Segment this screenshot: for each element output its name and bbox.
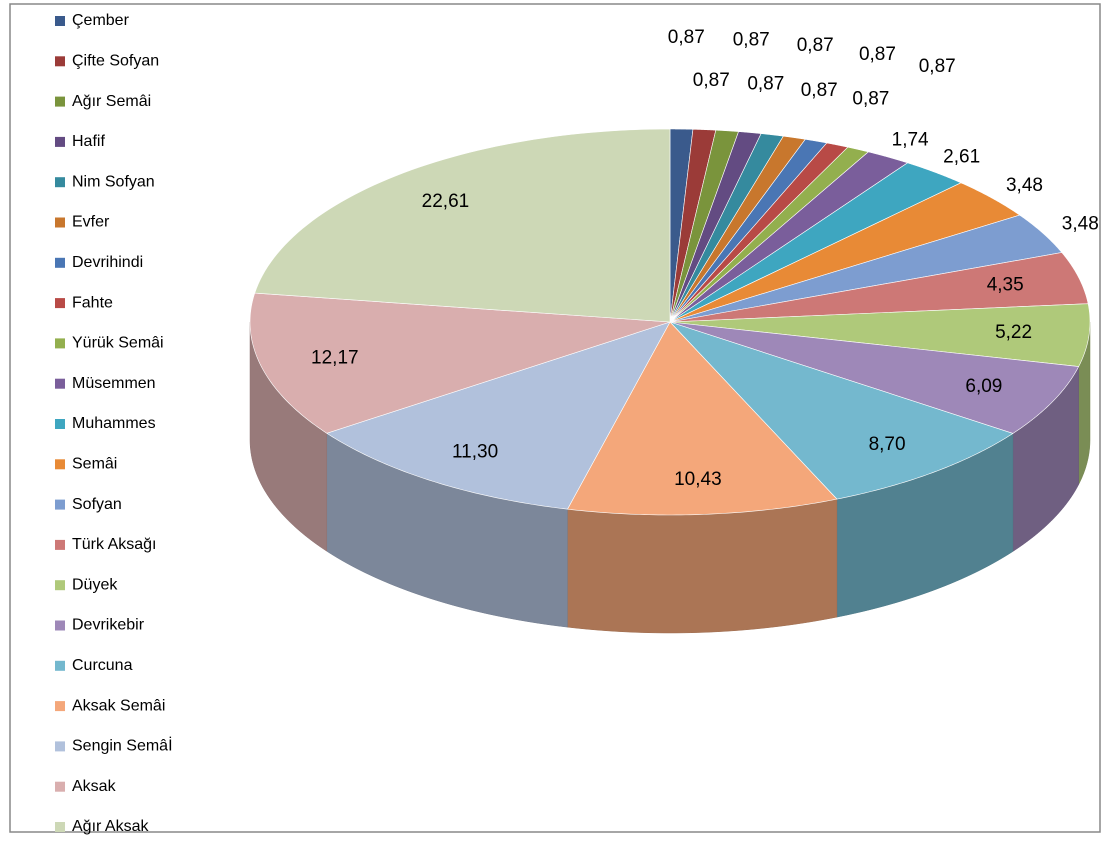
legend-label: Curcuna <box>72 657 133 674</box>
data-label: 4,35 <box>987 275 1024 296</box>
slice <box>669 321 1014 500</box>
slice <box>326 321 671 510</box>
slice <box>669 321 1080 434</box>
slice <box>254 128 671 323</box>
legend-swatch <box>55 660 65 671</box>
legend-label: Fahte <box>72 294 113 311</box>
slice <box>669 162 962 323</box>
data-label: 11,30 <box>452 441 498 462</box>
slice <box>669 151 909 323</box>
pie-tops <box>249 128 1091 516</box>
data-label: 12,17 <box>311 347 359 368</box>
legend-label: Çember <box>72 12 130 29</box>
slice <box>669 214 1063 323</box>
legend-swatch <box>55 499 65 510</box>
data-label: 3,48 <box>1006 175 1043 196</box>
legend-label: Türk Aksağı <box>72 536 156 553</box>
slice-side <box>567 498 838 634</box>
data-label: 0,87 <box>919 56 956 77</box>
data-label: 6,09 <box>965 376 1002 397</box>
legend-swatch <box>55 16 65 26</box>
legend-swatch <box>55 217 65 228</box>
legend-swatch <box>55 701 65 712</box>
legend-label: Hafif <box>72 133 105 150</box>
data-label: 5,22 <box>995 322 1032 343</box>
legend-label: Ağır Semâi <box>72 93 151 110</box>
legend-label: Evfer <box>72 214 110 231</box>
legend-label: Semâi <box>72 456 117 473</box>
data-label: 0,87 <box>747 74 784 95</box>
legend-label: Yürük Semâi <box>72 335 164 352</box>
legend-label: Aksak Semâi <box>72 697 165 714</box>
legend-swatch <box>55 781 65 792</box>
legend-swatch <box>55 96 65 107</box>
data-label: 0,87 <box>801 80 838 101</box>
slice <box>249 292 671 434</box>
slice <box>669 138 828 323</box>
pie-sides <box>249 321 1091 634</box>
slice <box>669 252 1089 323</box>
legend-label: Düyek <box>72 576 118 593</box>
legend-label: Çifte Sofyan <box>72 53 159 70</box>
legend-swatch <box>55 620 65 631</box>
data-label: 8,70 <box>869 434 906 455</box>
legend-swatch <box>55 378 65 389</box>
slice <box>669 146 870 323</box>
legend-label: Sofyan <box>72 496 122 513</box>
legend-swatch <box>55 539 65 550</box>
legend-swatch <box>55 298 65 309</box>
data-label: 0,87 <box>733 30 770 51</box>
legend-swatch <box>55 580 65 591</box>
slice <box>669 182 1021 323</box>
data-label: 0,87 <box>668 27 705 48</box>
legend-swatch <box>55 419 65 429</box>
data-label: 3,48 <box>1062 213 1099 234</box>
data-label: 2,61 <box>943 146 980 167</box>
slice <box>669 135 806 323</box>
legend-swatch <box>55 459 65 470</box>
slice <box>669 303 1091 367</box>
slice <box>669 133 784 323</box>
data-label: 1,74 <box>892 130 929 151</box>
legend-label: Devrikebir <box>72 617 145 634</box>
legend-label: Muhammes <box>72 415 156 432</box>
legend-swatch <box>55 257 65 268</box>
legend-swatch <box>55 822 65 832</box>
data-label: 0,87 <box>859 44 896 65</box>
legend-swatch <box>55 177 65 188</box>
data-label: 0,87 <box>852 89 889 110</box>
legend-label: Müsemmen <box>72 375 156 392</box>
slice <box>567 321 838 516</box>
legend-label: Nim Sofyan <box>72 173 155 190</box>
data-label: 22,61 <box>422 191 470 212</box>
data-label: 10,43 <box>674 469 722 490</box>
legend-label: Devrihindi <box>72 254 143 271</box>
legend-swatch <box>55 741 65 752</box>
legend-swatch <box>55 56 65 67</box>
legend-label: Sengin Semâİ <box>72 736 173 755</box>
legend-label: Aksak <box>72 778 117 795</box>
legend-label: Ağır Aksak <box>72 818 149 835</box>
legend-swatch <box>55 338 65 349</box>
legend-swatch <box>55 136 65 147</box>
data-label: 0,87 <box>693 70 730 91</box>
slice <box>669 142 849 323</box>
data-label: 0,87 <box>797 35 834 56</box>
